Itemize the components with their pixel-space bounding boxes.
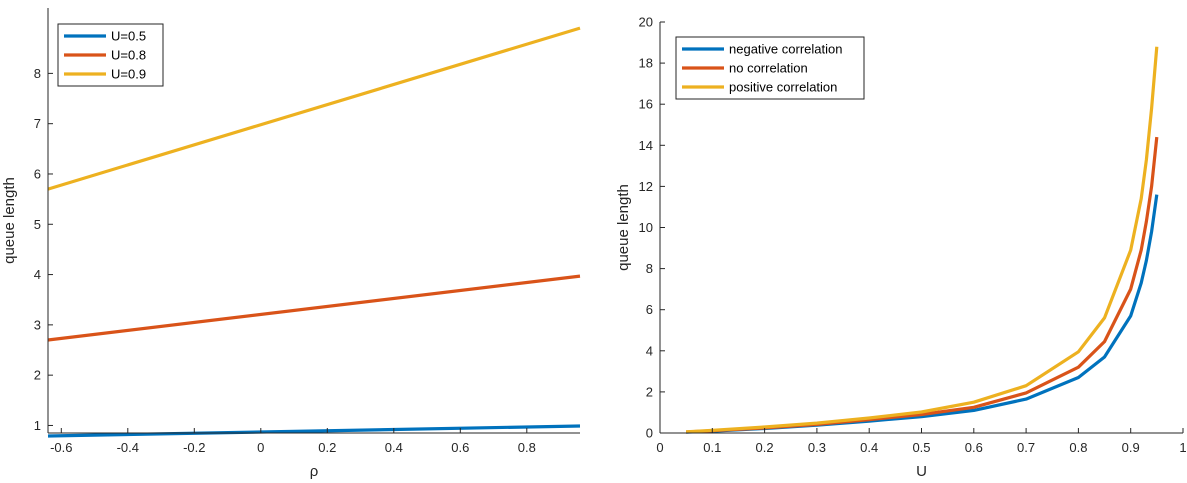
- x-tick-label: 0.5: [912, 440, 930, 455]
- legend-entry-3: positive correlation: [729, 80, 837, 95]
- x-tick-label: 0.6: [451, 440, 469, 455]
- legend-entry-2: U=0.8: [111, 48, 146, 63]
- x-tick-label: 0.4: [860, 440, 878, 455]
- legend-entry-2: no correlation: [729, 61, 808, 76]
- x-axis-label: ρ: [310, 463, 319, 480]
- legend-entry-1: U=0.5: [111, 29, 146, 44]
- x-tick-label: 0.7: [1017, 440, 1035, 455]
- chart-queue-vs-rho: -0.6 -0.4 -0.2 0 0.2 0.4 0.6 0.8 1 2 3 4 5 6 7 8 ρ queue …: [1, 8, 581, 480]
- x-tick-label: 0.6: [965, 440, 983, 455]
- y-tick-label: 2: [34, 368, 41, 383]
- y-tick-label: 1: [34, 418, 41, 433]
- y-tick-label: 4: [646, 343, 653, 358]
- y-tick-label: 12: [639, 179, 653, 194]
- x-tick-label: 0: [656, 440, 663, 455]
- x-tick-label: 0.3: [808, 440, 826, 455]
- x-tick-label: -0.4: [117, 440, 139, 455]
- y-tick-label: 8: [646, 261, 653, 276]
- legend-entry-3: U=0.9: [111, 67, 146, 82]
- y-tick-label: 16: [639, 97, 653, 112]
- y-tick-label: 20: [639, 15, 653, 30]
- y-tick-label: 4: [34, 267, 41, 282]
- legend: U=0.5 U=0.8 U=0.9: [57, 23, 164, 87]
- x-tick-label: 0.2: [756, 440, 774, 455]
- y-tick-label: 5: [34, 217, 41, 232]
- series-line-3: [686, 46, 1159, 434]
- series-line-1: [47, 424, 581, 438]
- y-tick-label: 14: [639, 138, 653, 153]
- x-tick-label: 1: [1179, 440, 1186, 455]
- y-tick-label: 7: [34, 116, 41, 131]
- y-tick-label: 6: [646, 302, 653, 317]
- legend: negative correlation no correlation positi…: [675, 36, 865, 100]
- y-tick-label: 3: [34, 317, 41, 332]
- y-tick-label: 0: [646, 426, 653, 441]
- legend-entry-1: negative correlation: [729, 42, 842, 57]
- x-tick-label: 0.8: [1069, 440, 1087, 455]
- x-tick-label: 0.1: [703, 440, 721, 455]
- y-tick-label: 6: [34, 166, 41, 181]
- series-line-2: [47, 274, 581, 342]
- series-line-3: [47, 26, 581, 191]
- x-tick-label: -0.2: [183, 440, 205, 455]
- x-tick-label: 0: [257, 440, 264, 455]
- x-tick-label: 0.8: [518, 440, 536, 455]
- y-tick-label: 10: [639, 220, 653, 235]
- x-axis-label: U: [916, 463, 927, 480]
- y-axis-label: queue length: [615, 184, 632, 271]
- x-tick-label: 0.4: [385, 440, 403, 455]
- x-tick-label: -0.6: [50, 440, 72, 455]
- x-tick-label: 0.2: [318, 440, 336, 455]
- chart-queue-vs-utilization: 0 0.1 0.2 0.3 0.4 0.5 0.6 0.7 0.8 0.9 102468101214…: [615, 15, 1187, 481]
- x-tick-label: 0.9: [1122, 440, 1140, 455]
- series-line-2: [686, 136, 1159, 434]
- y-axis-label: queue length: [1, 177, 18, 264]
- y-tick-label: 18: [639, 56, 653, 71]
- y-tick-label: 8: [34, 66, 41, 81]
- y-tick-label: 2: [646, 384, 653, 399]
- series-line-1: [686, 194, 1159, 434]
